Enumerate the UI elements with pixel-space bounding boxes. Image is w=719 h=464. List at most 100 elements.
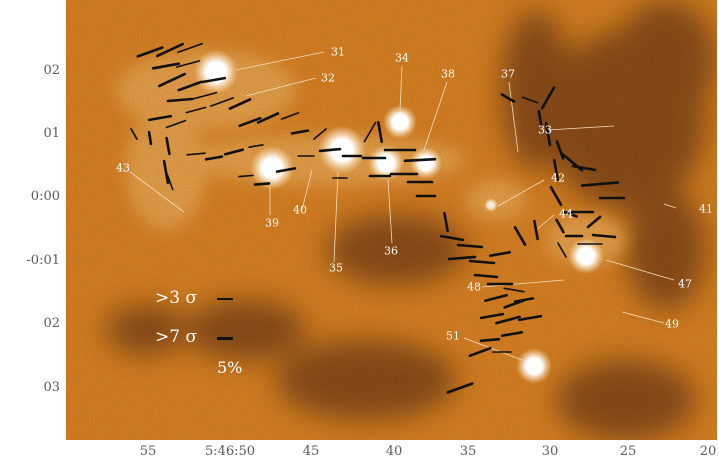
polarization-vector [456, 243, 484, 249]
x-tick-label: 55 [139, 444, 157, 459]
polarization-vector [473, 273, 499, 279]
source-label: 33 [538, 123, 552, 137]
polarization-vector [555, 218, 565, 234]
noise-texture [66, 0, 717, 440]
polarization-vector [166, 173, 174, 191]
polarization-vector [488, 251, 512, 257]
y-tick-label: -0:01 [26, 253, 60, 268]
polarization-vector [503, 287, 525, 293]
polarization-vector [201, 76, 227, 84]
source-label: 32 [321, 71, 335, 85]
polarization-vector [517, 314, 543, 322]
leader-lines [129, 51, 677, 361]
polarization-vector [447, 255, 477, 261]
polarization-vectors [130, 42, 626, 394]
polarization-vector [549, 186, 563, 206]
bright-sources [194, 50, 604, 384]
x-tick-label: 5:46:50 [204, 444, 256, 459]
polarization-vector [363, 121, 377, 143]
polarization-vector [533, 219, 539, 241]
polarization-vector [275, 167, 297, 173]
polarization-vector [484, 293, 508, 303]
polarization-vector [190, 91, 218, 101]
x-tick-label: 40 [385, 444, 403, 459]
polarization-vector [165, 136, 171, 156]
polarization-vector [443, 211, 449, 233]
polarization-vector [479, 337, 501, 343]
source-label: 37 [501, 67, 515, 81]
polarization-vector [495, 315, 521, 325]
polarization-vector [186, 152, 206, 156]
polarization-vector [513, 297, 535, 303]
polarization-vector [165, 119, 187, 129]
y-tick-label: 02 [43, 316, 60, 331]
polarization-vector [468, 259, 496, 265]
source-label: 51 [446, 329, 460, 343]
source-label: 36 [384, 244, 398, 258]
polarization-vector [537, 109, 543, 127]
polarization-vector [209, 97, 235, 107]
source-label: 39 [265, 216, 279, 230]
source-label: 38 [441, 67, 455, 81]
source-label: 34 [395, 51, 409, 65]
polarization-vector [552, 158, 560, 182]
source-label: 41 [699, 202, 713, 216]
polarization-vector [238, 174, 254, 178]
legend-3sigma-label: >3 σ [155, 288, 198, 308]
polarization-vector [446, 382, 474, 394]
polarization-vector [571, 164, 597, 172]
polarization-vector [557, 242, 567, 258]
x-tick-label: 20 [699, 444, 717, 459]
polarization-vector [151, 62, 181, 70]
polarization-vector [238, 116, 262, 128]
polarization-vector [136, 46, 164, 58]
source-label: 47 [678, 277, 692, 291]
legend-3sigma-bar [217, 298, 233, 300]
polarization-vector [313, 128, 327, 140]
source-label: 49 [665, 317, 679, 331]
x-tick-label: 45 [302, 444, 320, 459]
legend-scale-label: 5% [217, 358, 243, 377]
y-tick-label: 02 [43, 63, 60, 78]
polarization-vector [175, 60, 201, 68]
polarization-vector [147, 114, 173, 122]
polarization-vector [166, 97, 194, 103]
polarization-vector [586, 215, 602, 229]
polarization-vector [544, 121, 552, 147]
polarization-vector [158, 72, 186, 88]
polarization-vector [147, 130, 153, 146]
polarization-vector [280, 112, 300, 120]
polarization-vector [479, 312, 505, 320]
polarization-vector [439, 234, 465, 242]
polarization-vector [177, 80, 203, 92]
polarization-vector [376, 120, 384, 144]
source-label: 40 [293, 203, 307, 217]
polarization-vector [185, 106, 207, 114]
source-label: 44 [559, 207, 573, 221]
x-tick-label: 30 [541, 444, 559, 459]
polarization-vector [580, 181, 620, 187]
source-label: 43 [116, 161, 130, 175]
y-tick-label: 01 [43, 126, 60, 141]
polarization-vector [591, 233, 617, 239]
polarization-vector [513, 226, 527, 246]
polarization-vector [130, 128, 138, 140]
polarization-vector [156, 42, 184, 58]
polarization-vector [540, 86, 556, 110]
source-label: 31 [331, 45, 345, 59]
polarization-vector [256, 112, 280, 124]
polarization-vector [403, 157, 437, 163]
polarization-vector [228, 98, 252, 110]
polarization-vector [468, 346, 492, 358]
polarization-vector [318, 147, 342, 153]
polarization-vector [253, 182, 271, 186]
legend-7sigma-bar [217, 337, 233, 340]
polarization-vector [248, 144, 264, 148]
polarization-vector [177, 42, 203, 54]
x-tick-label: 35 [459, 444, 477, 459]
source-label: 35 [329, 261, 343, 275]
polarization-vector [290, 129, 310, 135]
polarization-vector [555, 140, 565, 160]
polarization-map-image [66, 0, 717, 440]
